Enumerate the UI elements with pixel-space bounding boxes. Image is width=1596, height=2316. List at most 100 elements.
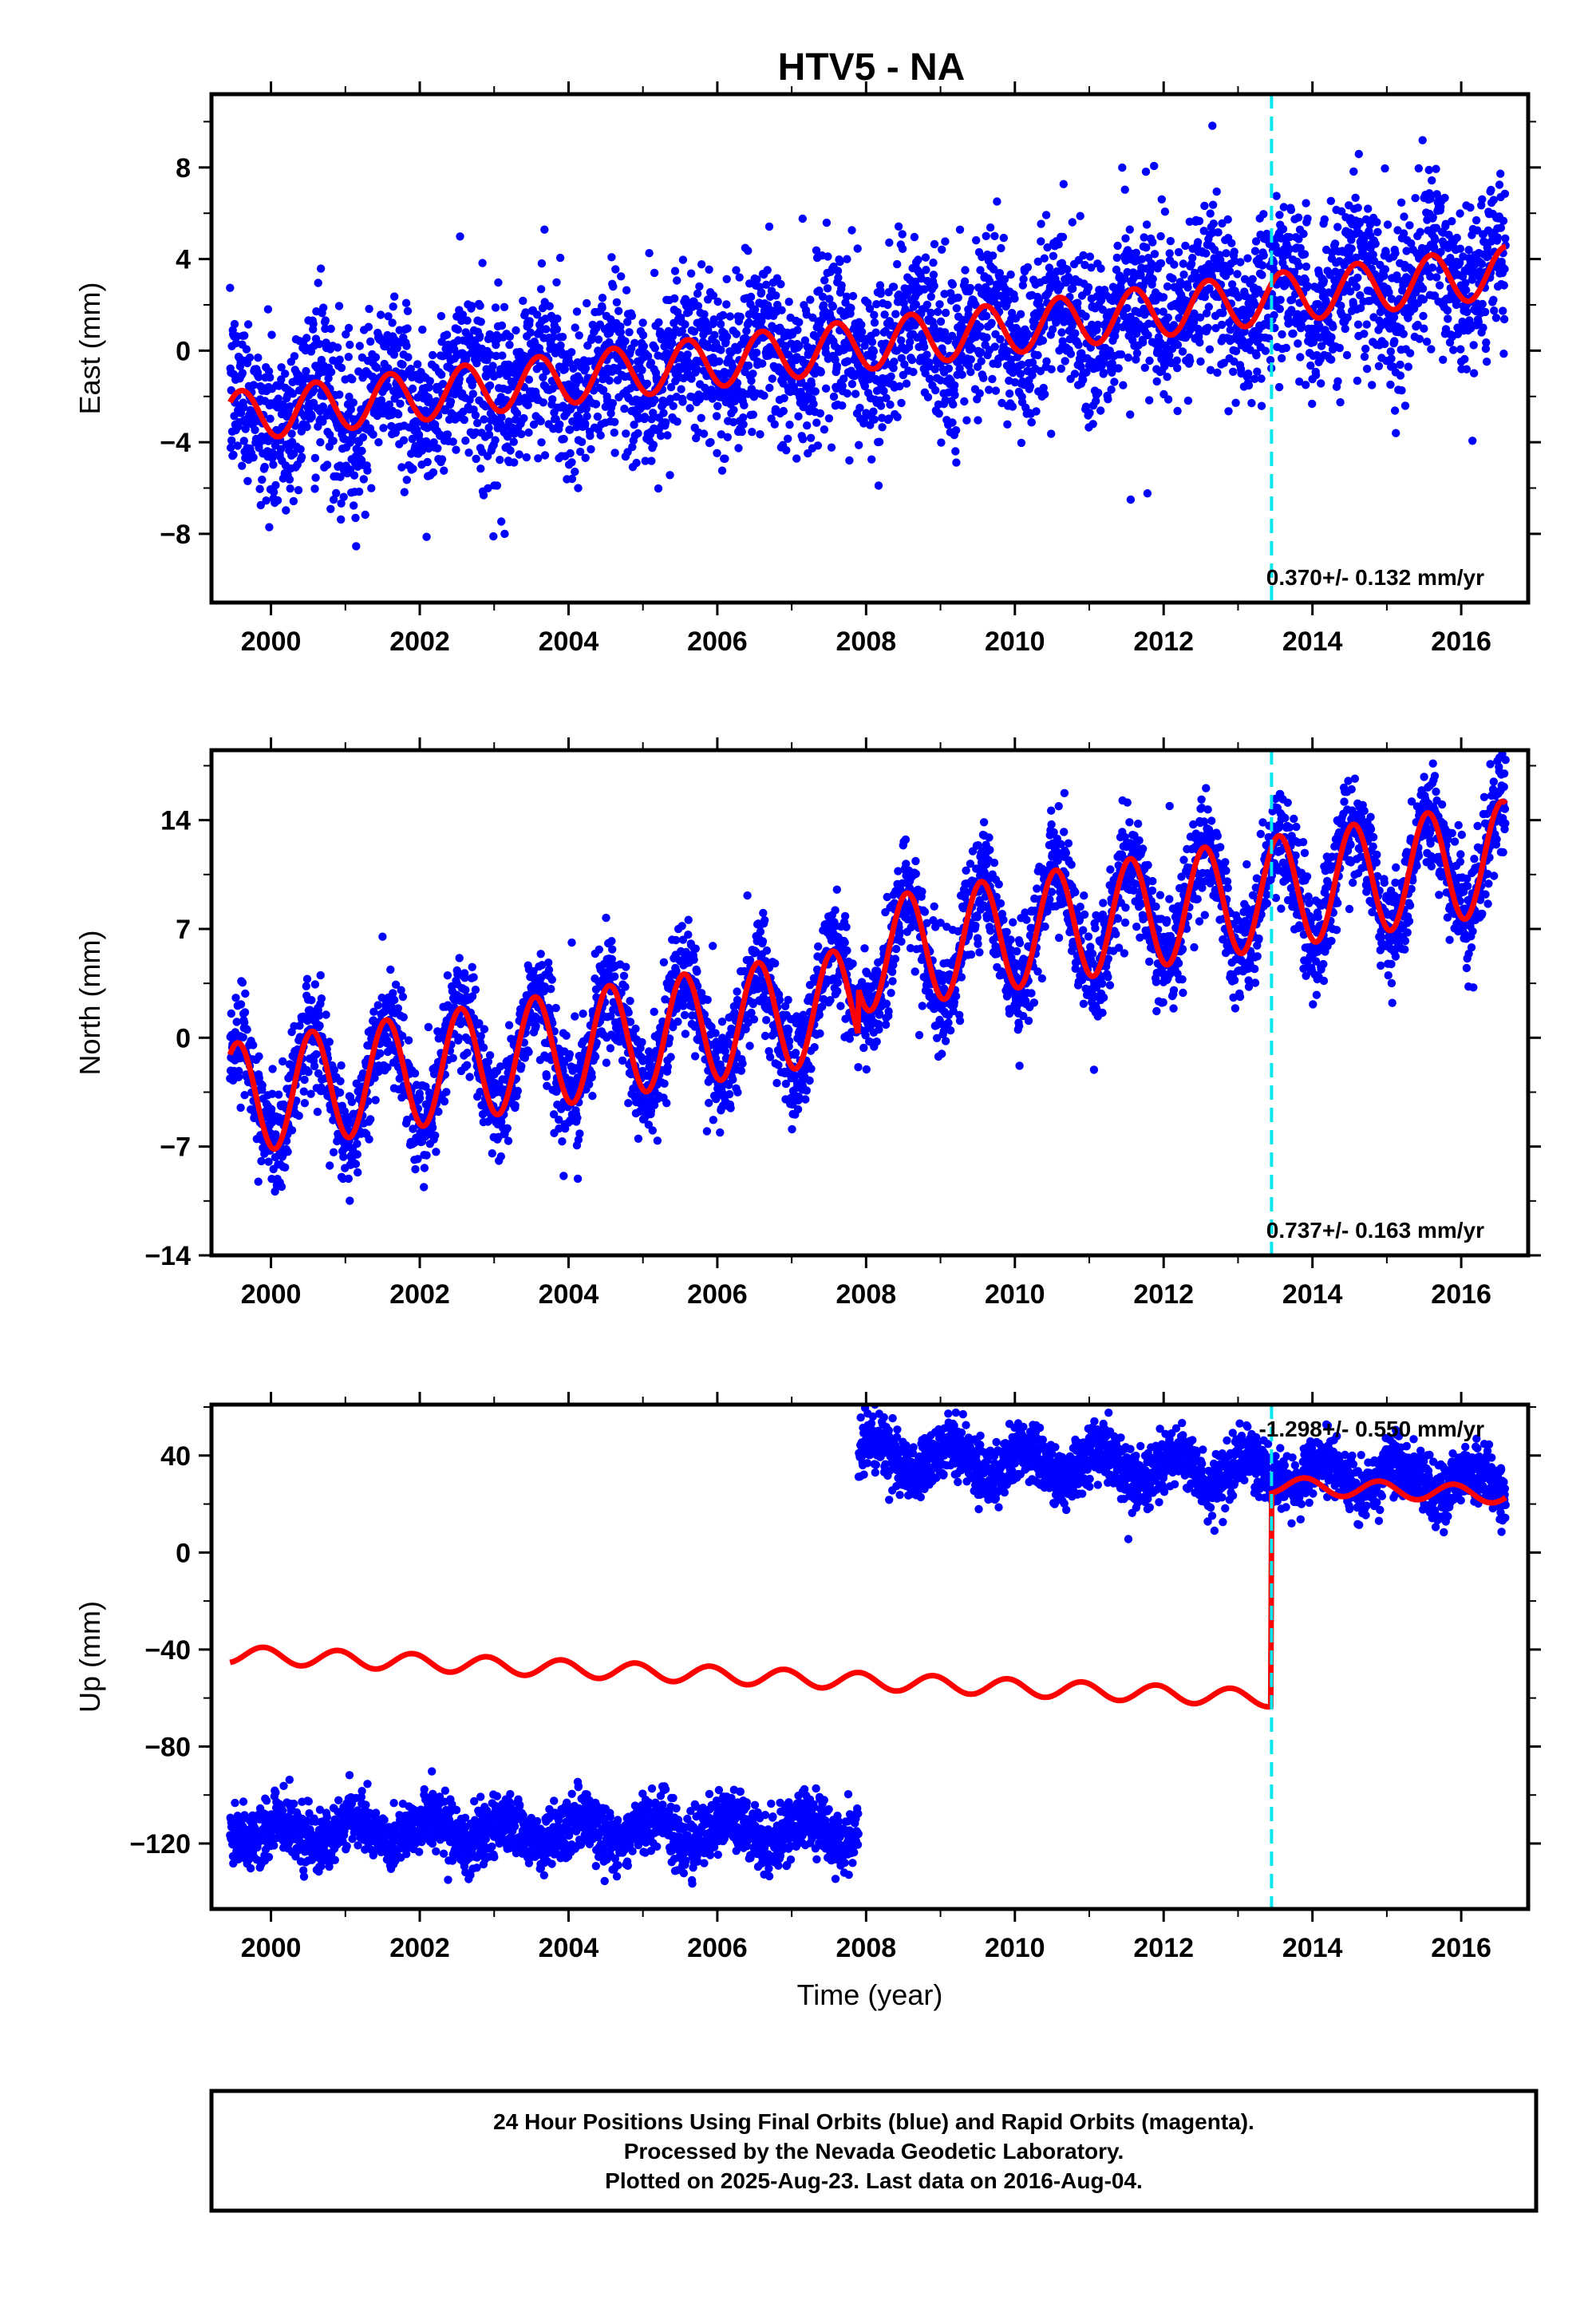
- data-point: [1022, 329, 1032, 338]
- data-point: [717, 346, 725, 354]
- data-point: [359, 475, 368, 484]
- data-point: [1058, 232, 1068, 242]
- data-point: [1253, 367, 1262, 376]
- data-point: [1299, 229, 1308, 239]
- data-point: [744, 247, 753, 255]
- data-point: [622, 286, 631, 294]
- data-point: [838, 401, 847, 410]
- data-point: [1003, 420, 1012, 429]
- data-point: [816, 368, 825, 377]
- data-point: [740, 401, 749, 409]
- data-point: [1150, 250, 1159, 259]
- data-point: [1018, 281, 1028, 290]
- data-point: [1381, 164, 1389, 173]
- data-point: [879, 386, 888, 396]
- data-point: [878, 423, 887, 432]
- data-point: [1361, 344, 1370, 354]
- data-point: [453, 325, 462, 334]
- data-point: [897, 354, 907, 362]
- data-point: [897, 398, 906, 408]
- data-point: [329, 495, 338, 504]
- data-point: [346, 1196, 354, 1205]
- data-point: [448, 437, 457, 446]
- data-point: [393, 1004, 402, 1013]
- data-point: [587, 445, 595, 454]
- data-point: [1248, 275, 1257, 283]
- data-point: [337, 499, 346, 508]
- data-point: [583, 412, 591, 421]
- data-point: [506, 446, 515, 455]
- data-point: [471, 411, 480, 420]
- data-point: [440, 466, 448, 475]
- data-point: [725, 312, 735, 321]
- data-point: [1144, 330, 1152, 340]
- data-point: [609, 282, 618, 291]
- data-point: [376, 1049, 385, 1058]
- data-point: [1074, 341, 1083, 350]
- data-point: [729, 405, 738, 414]
- data-point: [952, 458, 961, 467]
- data-point: [529, 420, 539, 429]
- data-point: [321, 324, 330, 334]
- data-point: [512, 326, 520, 335]
- data-point: [1152, 377, 1161, 386]
- data-point: [321, 316, 330, 325]
- data-point: [1327, 355, 1336, 364]
- data-point: [647, 456, 656, 465]
- data-point: [870, 318, 879, 327]
- data-point: [497, 413, 506, 421]
- data-point: [545, 302, 554, 310]
- data-point: [960, 277, 970, 286]
- data-point: [297, 453, 306, 461]
- data-point: [627, 311, 637, 320]
- data-point: [567, 474, 577, 484]
- data-point: [287, 429, 296, 438]
- data-point: [497, 517, 506, 526]
- data-point: [1244, 381, 1254, 390]
- data-point: [315, 1022, 324, 1030]
- data-point: [315, 339, 324, 349]
- data-point: [1480, 307, 1490, 317]
- data-point: [1302, 199, 1310, 207]
- data-point: [1418, 136, 1427, 144]
- data-point: [468, 389, 477, 398]
- data-point: [1275, 305, 1285, 314]
- data-point: [1186, 356, 1195, 366]
- data-point: [519, 296, 527, 306]
- y-tick-label: −4: [160, 428, 191, 458]
- data-point: [951, 447, 960, 456]
- data-point: [1042, 357, 1051, 366]
- data-point: [1411, 194, 1420, 203]
- data-point: [1460, 354, 1469, 364]
- data-point: [479, 491, 488, 500]
- data-point: [1121, 234, 1130, 243]
- data-point: [485, 381, 495, 390]
- data-point: [316, 970, 325, 980]
- data-point: [977, 357, 986, 366]
- data-point: [855, 403, 864, 413]
- data-point: [986, 223, 995, 232]
- data-point: [1027, 418, 1037, 427]
- data-point: [440, 1097, 449, 1106]
- data-point: [1278, 224, 1288, 234]
- data-point: [266, 373, 275, 382]
- data-point: [1374, 362, 1384, 370]
- data-point: [936, 317, 946, 326]
- data-point: [950, 390, 959, 400]
- data-point: [594, 335, 603, 344]
- data-point: [1354, 149, 1364, 159]
- data-point: [257, 1156, 266, 1166]
- data-point: [1427, 345, 1436, 354]
- rate-annotation: 0.370+/- 0.132 mm/yr: [1266, 565, 1484, 590]
- data-point: [560, 365, 569, 373]
- data-point: [1093, 320, 1103, 330]
- data-point: [697, 260, 706, 269]
- data-point: [670, 267, 680, 275]
- data-point: [1383, 220, 1393, 229]
- data-point: [583, 298, 591, 308]
- data-point: [517, 429, 526, 439]
- data-point: [410, 1069, 420, 1078]
- data-point: [484, 423, 493, 433]
- data-point: [712, 412, 721, 421]
- data-point: [1390, 406, 1400, 415]
